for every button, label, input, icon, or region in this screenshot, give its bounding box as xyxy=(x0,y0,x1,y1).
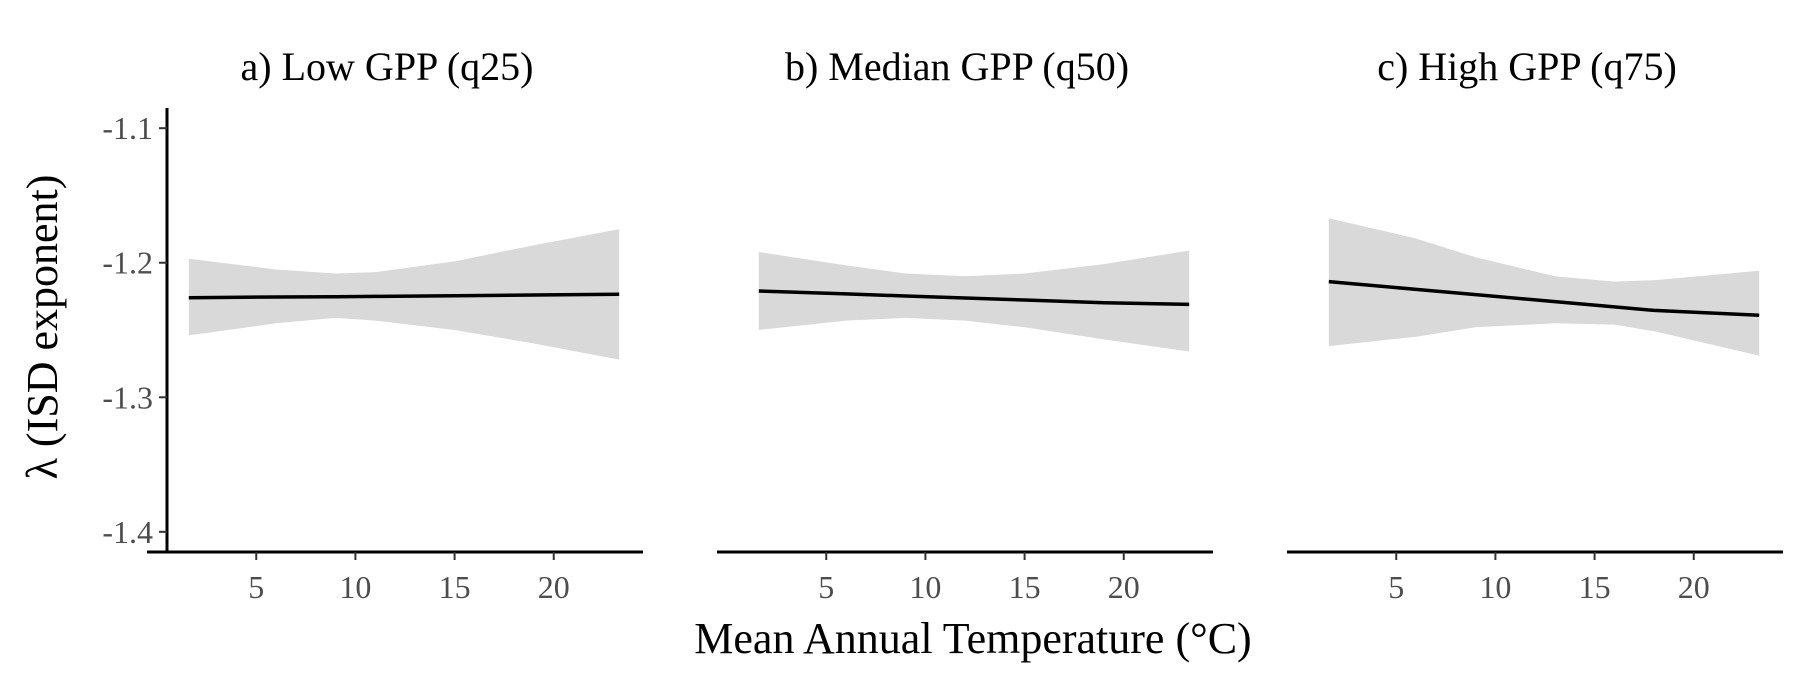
y-axis-title: λ (ISD exponent) xyxy=(18,175,67,480)
x-tick-label: 10 xyxy=(339,569,371,605)
panel-c: 5 10 15 20 c) High GPP (q75) xyxy=(1287,44,1783,605)
x-tick-label: 5 xyxy=(818,569,834,605)
x-tick-label: 15 xyxy=(1579,569,1611,605)
x-tick-label: 15 xyxy=(1009,569,1041,605)
panel-b: 5 10 15 20 b) Median GPP (q50) xyxy=(717,44,1213,605)
panel-a-confidence-band xyxy=(188,229,620,360)
panel-b-confidence-band xyxy=(758,250,1190,352)
x-axis-title: Mean Annual Temperature (°C) xyxy=(694,614,1251,663)
panel-a-title: a) Low GPP (q25) xyxy=(241,44,534,89)
panel-a-fit-line xyxy=(188,292,620,300)
y-tick-label: -1.1 xyxy=(102,110,153,146)
panel-a: 5 10 15 20 a) Low GPP (q25) -1.1 -1.2 -1.3 -1.4 xyxy=(102,44,643,605)
panel-b-title: b) Median GPP (q50) xyxy=(785,44,1129,89)
x-tick-label: 15 xyxy=(439,569,471,605)
panel-c-fit-line xyxy=(1328,279,1760,317)
y-tick-label: -1.3 xyxy=(102,379,153,415)
panel-b-fit-line xyxy=(758,289,1190,307)
x-tick-label: 10 xyxy=(909,569,941,605)
y-tick-label: -1.4 xyxy=(102,514,153,550)
panel-c-title: c) High GPP (q75) xyxy=(1377,44,1677,89)
x-tick-label: 5 xyxy=(1388,569,1404,605)
x-tick-label: 5 xyxy=(248,569,264,605)
x-tick-label: 20 xyxy=(1678,569,1710,605)
x-tick-label: 20 xyxy=(1108,569,1140,605)
y-tick-label: -1.2 xyxy=(102,245,153,281)
x-tick-label: 10 xyxy=(1479,569,1511,605)
panel-c-confidence-band xyxy=(1328,218,1760,356)
x-tick-label: 20 xyxy=(538,569,570,605)
